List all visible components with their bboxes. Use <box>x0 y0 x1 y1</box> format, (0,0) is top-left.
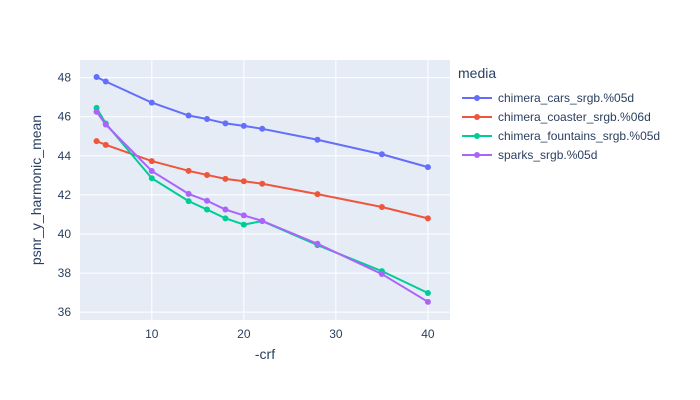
data-point <box>314 136 321 143</box>
legend-item[interactable]: sparks_srgb.%05d <box>462 148 597 162</box>
data-point <box>222 175 229 182</box>
x-tick-label: 30 <box>329 327 343 341</box>
data-point <box>314 191 321 198</box>
data-point <box>222 206 229 213</box>
y-tick-labels: 36 38 40 42 44 46 48 <box>58 71 72 320</box>
data-point <box>185 112 192 119</box>
data-point <box>93 74 100 81</box>
legend-item[interactable]: chimera_fountains_srgb.%05d <box>462 129 660 143</box>
data-point <box>102 78 109 85</box>
data-point <box>424 215 431 222</box>
data-point <box>185 167 192 174</box>
series-0 <box>93 74 431 171</box>
x-tick-labels: 10 20 30 40 <box>145 327 435 341</box>
data-point <box>148 99 155 106</box>
data-point <box>102 121 109 128</box>
data-point <box>93 108 100 115</box>
y-tick-label: 44 <box>58 149 72 163</box>
x-tick-label: 10 <box>145 327 159 341</box>
data-point <box>204 206 211 213</box>
data-point <box>378 271 385 278</box>
data-point <box>222 120 229 127</box>
legend-label: chimera_fountains_srgb.%05d <box>498 129 660 143</box>
y-tick-label: 40 <box>58 227 72 241</box>
plot-background <box>80 60 450 320</box>
y-tick-label: 42 <box>58 188 72 202</box>
data-point <box>240 178 247 185</box>
x-tick-label: 20 <box>237 327 251 341</box>
data-point <box>204 171 211 178</box>
data-point <box>204 116 211 123</box>
data-point <box>204 197 211 204</box>
data-point <box>424 298 431 305</box>
y-gridlines <box>80 77 450 313</box>
data-point <box>148 168 155 175</box>
data-point <box>378 151 385 158</box>
legend-marker-swatch <box>474 133 480 139</box>
data-point <box>424 164 431 171</box>
data-point <box>314 240 321 247</box>
data-point <box>240 212 247 219</box>
y-tick-label: 46 <box>58 110 72 124</box>
data-point <box>102 141 109 148</box>
legend-marker-swatch <box>474 152 480 158</box>
x-tick-label: 40 <box>421 327 435 341</box>
data-point <box>424 290 431 297</box>
legend-marker-swatch <box>474 114 480 120</box>
data-point <box>93 138 100 145</box>
data-point <box>185 198 192 205</box>
data-point <box>148 175 155 182</box>
data-point <box>240 221 247 228</box>
legend-items: chimera_cars_srgb.%05d chimera_coaster_sr… <box>462 91 660 162</box>
series-lines <box>93 74 431 305</box>
x-axis-title: -crf <box>255 346 275 362</box>
data-point <box>185 190 192 197</box>
data-point <box>148 158 155 165</box>
legend-label: chimera_coaster_srgb.%06d <box>498 110 651 124</box>
series-3 <box>93 108 431 305</box>
data-point <box>240 122 247 129</box>
legend-marker-swatch <box>474 95 480 101</box>
data-point <box>259 217 266 224</box>
legend: media chimera_cars_srgb.%05d chimera_coas… <box>458 65 660 162</box>
y-tick-label: 38 <box>58 266 72 280</box>
data-point <box>259 125 266 132</box>
legend-item[interactable]: chimera_cars_srgb.%05d <box>462 91 634 105</box>
y-tick-label: 48 <box>58 71 72 85</box>
data-point <box>259 180 266 187</box>
data-point <box>378 204 385 211</box>
data-point <box>222 215 229 222</box>
legend-label: chimera_cars_srgb.%05d <box>498 91 634 105</box>
legend-label: sparks_srgb.%05d <box>498 148 597 162</box>
y-axis-title: psnr_y_harmonic_mean <box>28 115 44 265</box>
y-tick-label: 36 <box>58 305 72 319</box>
legend-title: media <box>458 65 496 81</box>
legend-item[interactable]: chimera_coaster_srgb.%06d <box>462 110 651 124</box>
